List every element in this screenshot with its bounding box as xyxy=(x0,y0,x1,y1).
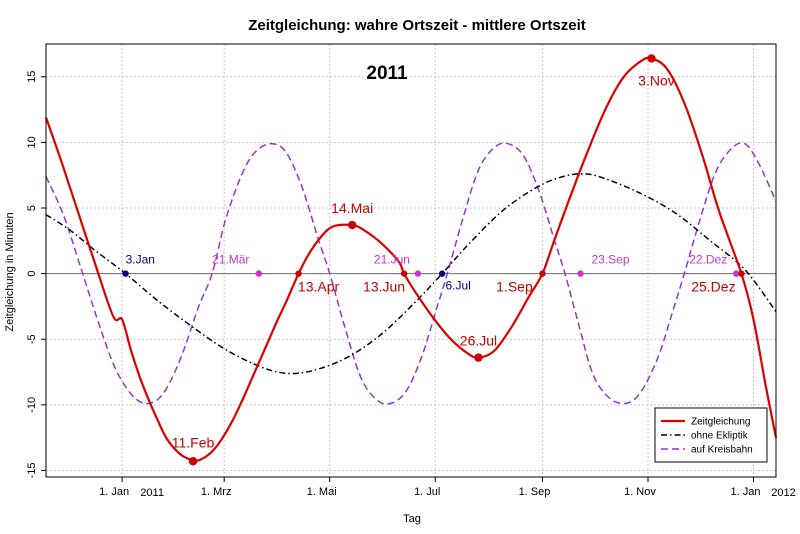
x-tick-label: 1. Mrz xyxy=(201,486,232,498)
event-marker xyxy=(438,270,446,277)
event-markers xyxy=(122,54,745,466)
y-tick-label: 10 xyxy=(26,136,38,148)
event-marker xyxy=(295,270,302,277)
event-marker xyxy=(577,270,584,277)
event-label: 21.Mär xyxy=(212,253,249,267)
grid xyxy=(46,44,776,477)
event-label: 22.Dez xyxy=(689,253,727,267)
event-label: 21.Jun xyxy=(374,253,410,267)
event-marker xyxy=(188,457,198,466)
y-tick-label: -10 xyxy=(26,397,38,413)
x-axis-label: Tag xyxy=(403,513,421,525)
series-line-auf-kreisbahn xyxy=(45,142,777,405)
legend-box xyxy=(654,407,768,463)
y-tick-label: 5 xyxy=(26,205,38,211)
y-axis-label: Zeitgleichung in Minuten xyxy=(4,212,16,331)
legend-entry: Zeitgleichung xyxy=(691,417,750,428)
y-tick-label: 15 xyxy=(26,71,38,83)
x-tick-label: 1. Jul xyxy=(414,486,440,498)
series-lines xyxy=(44,56,778,463)
legend: Zeitgleichung ohne Ekliptik auf Kreisbahn xyxy=(654,407,768,463)
x-year-label: 2011 xyxy=(140,487,164,499)
event-label: 13.Jun xyxy=(363,279,405,295)
series-line-ohne-ekliptik xyxy=(45,173,777,375)
x-tick-label: 1. Mai xyxy=(307,486,337,498)
x-tick-label: 1. Jan xyxy=(99,486,129,498)
event-label: 11.Feb xyxy=(172,434,215,450)
event-marker xyxy=(474,353,483,362)
event-marker xyxy=(539,270,546,277)
y-tick-label: -15 xyxy=(26,462,38,478)
event-marker xyxy=(347,220,357,230)
x-tick-label: 1. Sep xyxy=(519,486,551,498)
event-label: 23.Sep xyxy=(592,253,630,267)
series-line-zeitgleichung xyxy=(44,56,778,463)
chart-title: Zeitgleichung: wahre Ortszeit - mittlere… xyxy=(248,17,586,34)
event-marker xyxy=(733,270,740,277)
event-label: 13.Apr xyxy=(298,279,340,295)
event-marker xyxy=(400,270,408,277)
event-marker xyxy=(738,270,745,277)
year-label: 2011 xyxy=(366,63,408,84)
event-label: 25.Dez xyxy=(691,279,735,295)
event-label: 26.Jul xyxy=(460,333,497,349)
event-label: 1.Sep xyxy=(496,279,533,295)
event-label: 3.Nov xyxy=(638,72,675,88)
event-label: 6.Jul xyxy=(445,279,470,293)
y-tick-label: 0 xyxy=(26,271,38,277)
x-tick-label: 1. Nov xyxy=(624,486,656,498)
legend-entry: ohne Ekliptik xyxy=(691,431,749,442)
y-axis-ticks: -15 -10 -5 0 5 10 15 xyxy=(26,71,46,478)
event-marker xyxy=(122,270,129,277)
x-axis-ticks: 1. Jan 1. Mrz 1. Mai 1. Jul 1. Sep 1. Nov 1. J… xyxy=(99,477,796,499)
event-labels: 3.Jan 21.Mär 13.Apr 14.Mai 13.Jun 21.Jun 6.Jul… xyxy=(126,72,736,450)
event-marker xyxy=(647,54,656,63)
event-marker xyxy=(414,270,422,277)
y-tick-label: -5 xyxy=(26,334,38,344)
legend-entry: auf Kreisbahn xyxy=(691,445,753,456)
x-year-label: 2012 xyxy=(771,487,795,499)
plot-frame xyxy=(45,43,777,478)
event-label: 3.Jan xyxy=(126,253,155,267)
x-tick-label: 1. Jan xyxy=(731,486,761,498)
event-label: 14.Mai xyxy=(331,200,373,216)
event-marker xyxy=(255,270,262,277)
